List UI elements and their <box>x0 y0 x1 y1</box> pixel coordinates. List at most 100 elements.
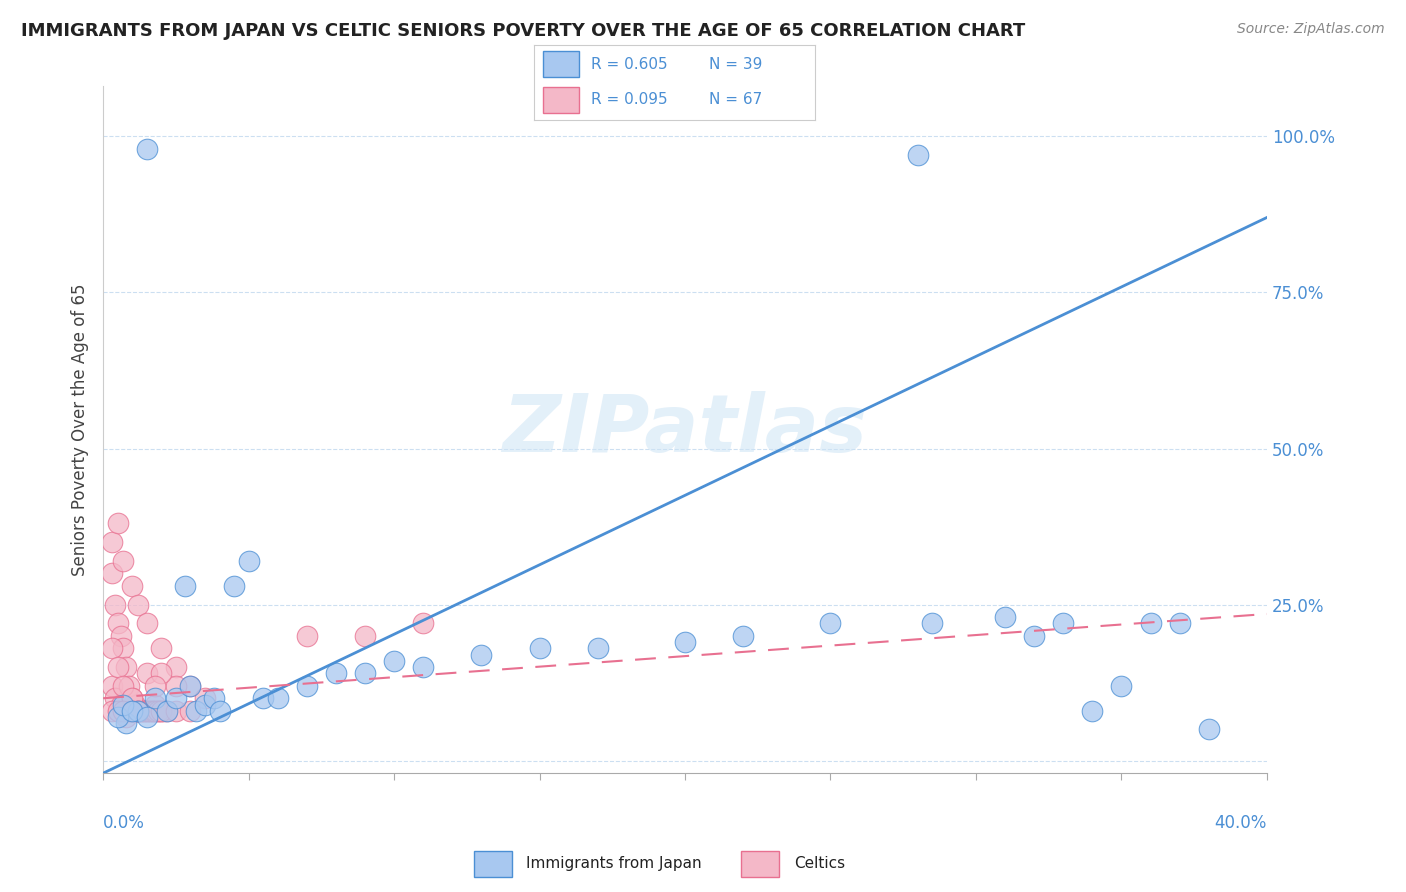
Point <box>135 704 157 718</box>
Point <box>118 679 141 693</box>
Point <box>115 660 138 674</box>
Point <box>194 691 217 706</box>
Text: ZIPatlas: ZIPatlas <box>502 391 868 469</box>
Point <box>101 679 124 693</box>
Point <box>121 704 143 718</box>
Point <box>142 704 165 718</box>
Point <box>112 704 135 718</box>
Point <box>222 579 245 593</box>
Point <box>101 566 124 581</box>
Point <box>135 710 157 724</box>
Point <box>127 598 149 612</box>
Point <box>252 691 274 706</box>
Text: N = 39: N = 39 <box>709 57 762 72</box>
Point <box>145 704 167 718</box>
Point <box>295 679 318 693</box>
Point <box>112 641 135 656</box>
Text: IMMIGRANTS FROM JAPAN VS CELTIC SENIORS POVERTY OVER THE AGE OF 65 CORRELATION C: IMMIGRANTS FROM JAPAN VS CELTIC SENIORS … <box>21 22 1025 40</box>
Point <box>325 666 347 681</box>
Point <box>165 660 187 674</box>
Point <box>186 704 208 718</box>
Point <box>101 535 124 549</box>
Point <box>129 704 152 718</box>
Point <box>412 660 434 674</box>
Point <box>165 679 187 693</box>
Point <box>148 704 170 718</box>
Point <box>110 629 132 643</box>
Point <box>129 704 152 718</box>
Point <box>354 666 377 681</box>
Point <box>267 691 290 706</box>
Point <box>150 666 173 681</box>
Point <box>1111 679 1133 693</box>
Point <box>107 704 129 718</box>
Point <box>127 704 149 718</box>
Point <box>1198 723 1220 737</box>
Point <box>586 641 609 656</box>
Point <box>104 691 127 706</box>
Point <box>1168 616 1191 631</box>
Text: Celtics: Celtics <box>794 855 845 871</box>
Y-axis label: Seniors Poverty Over the Age of 65: Seniors Poverty Over the Age of 65 <box>72 284 89 576</box>
Point <box>118 704 141 718</box>
Point <box>145 679 167 693</box>
Point <box>145 691 167 706</box>
Point <box>1139 616 1161 631</box>
Text: 40.0%: 40.0% <box>1215 814 1267 832</box>
Point <box>412 616 434 631</box>
Point <box>354 629 377 643</box>
Point <box>165 704 187 718</box>
Point <box>153 704 176 718</box>
Point <box>529 641 551 656</box>
Point <box>173 579 195 593</box>
Point <box>179 704 201 718</box>
Point <box>115 710 138 724</box>
Point <box>132 704 155 718</box>
Bar <box>741 851 779 877</box>
Point <box>145 698 167 712</box>
Point <box>202 691 225 706</box>
Point <box>382 654 405 668</box>
Point <box>907 148 929 162</box>
Point <box>112 698 135 712</box>
Point <box>150 704 173 718</box>
Text: Immigrants from Japan: Immigrants from Japan <box>526 855 702 871</box>
Point <box>156 704 179 718</box>
Point <box>104 598 127 612</box>
Text: 0.0%: 0.0% <box>103 814 145 832</box>
Point <box>127 704 149 718</box>
Point <box>165 691 187 706</box>
Point <box>107 660 129 674</box>
Point <box>208 704 231 718</box>
Point <box>127 704 149 718</box>
Point <box>238 554 260 568</box>
Point <box>127 704 149 718</box>
Point <box>132 704 155 718</box>
Text: R = 0.095: R = 0.095 <box>591 93 666 107</box>
Text: N = 67: N = 67 <box>709 93 762 107</box>
Point <box>733 629 755 643</box>
Point <box>121 579 143 593</box>
Bar <box>543 87 579 112</box>
Point <box>138 704 160 718</box>
Point <box>127 704 149 718</box>
Point <box>921 616 943 631</box>
Point <box>1024 629 1046 643</box>
Bar <box>543 52 579 78</box>
Point <box>121 704 143 718</box>
Point <box>107 616 129 631</box>
Point <box>112 679 135 693</box>
Point <box>107 516 129 531</box>
Point <box>179 679 201 693</box>
Point <box>150 704 173 718</box>
Point <box>115 716 138 731</box>
Point <box>121 704 143 718</box>
Point <box>138 704 160 718</box>
Point <box>179 679 201 693</box>
Point <box>150 641 173 656</box>
Point <box>107 704 129 718</box>
Point <box>124 698 146 712</box>
Point <box>135 142 157 156</box>
Point <box>101 704 124 718</box>
Point <box>470 648 492 662</box>
